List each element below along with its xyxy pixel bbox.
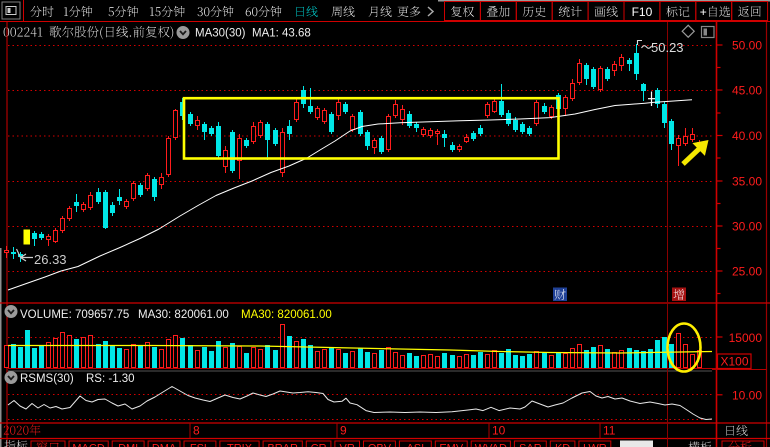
svg-text:MA1: 43.68: MA1: 43.68 <box>252 28 311 40</box>
svg-text:10: 10 <box>492 424 506 438</box>
svg-text:OBV: OBV <box>368 443 392 447</box>
svg-text:MA30: 820061.00: MA30: 820061.00 <box>138 309 229 321</box>
svg-text:DMA: DMA <box>152 443 177 447</box>
svg-text:25.00: 25.00 <box>732 265 762 279</box>
svg-text:F10: F10 <box>632 5 653 19</box>
svg-text:LWR: LWR <box>583 443 607 447</box>
svg-text:FSL: FSL <box>190 443 210 447</box>
svg-text:MA30(30): MA30(30) <box>195 28 246 40</box>
svg-text:35.00: 35.00 <box>732 175 762 189</box>
svg-text:26.33: 26.33 <box>34 252 67 267</box>
svg-text:10.00: 10.00 <box>732 389 762 403</box>
svg-text:EMV: EMV <box>439 443 464 447</box>
svg-text:TRIX: TRIX <box>227 443 253 447</box>
svg-text:X100: X100 <box>721 355 749 369</box>
svg-text:8: 8 <box>193 424 200 438</box>
svg-text:RSMS(30): RSMS(30) <box>20 373 74 385</box>
svg-text:45.00: 45.00 <box>732 84 762 98</box>
svg-text:SAR: SAR <box>519 443 542 447</box>
svg-text:30.00: 30.00 <box>732 220 762 234</box>
svg-text:WVAD: WVAD <box>475 443 507 447</box>
svg-text:VR: VR <box>340 443 355 447</box>
svg-text:VOLUME: 709657.75: VOLUME: 709657.75 <box>20 309 129 321</box>
svg-text:RS: -1.30: RS: -1.30 <box>86 373 135 385</box>
svg-text:15000: 15000 <box>729 331 763 345</box>
svg-text:ASI: ASI <box>406 443 424 447</box>
svg-text:CR: CR <box>311 443 327 447</box>
svg-text:MA30: 820061.00: MA30: 820061.00 <box>241 309 332 321</box>
svg-text:50.23: 50.23 <box>651 40 684 55</box>
svg-text:11: 11 <box>603 424 616 438</box>
svg-text:50.00: 50.00 <box>732 39 762 53</box>
svg-text:+: + <box>700 5 707 19</box>
svg-text:KD: KD <box>555 443 570 447</box>
svg-text:BRAR: BRAR <box>267 443 298 447</box>
svg-text:MACD: MACD <box>72 443 104 447</box>
svg-text:9: 9 <box>340 424 347 438</box>
svg-text:DMI: DMI <box>118 443 138 447</box>
svg-text:40.00: 40.00 <box>732 129 762 143</box>
